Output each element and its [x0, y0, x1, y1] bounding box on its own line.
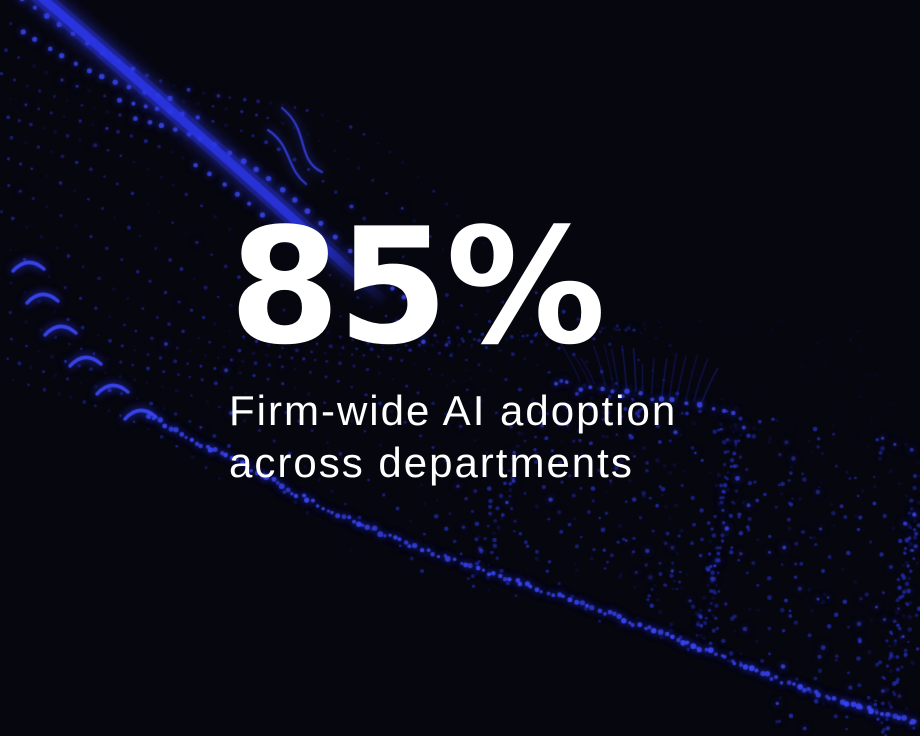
- stat-block: 85% Firm-wide AI adoption across departm…: [229, 193, 677, 488]
- stat-description-line1: Firm-wide AI adoption: [229, 387, 678, 435]
- stat-description: Firm-wide AI adoption across departments: [229, 385, 677, 487]
- stat-description-line2: across departments: [229, 438, 634, 486]
- stat-value: 85%: [229, 193, 606, 380]
